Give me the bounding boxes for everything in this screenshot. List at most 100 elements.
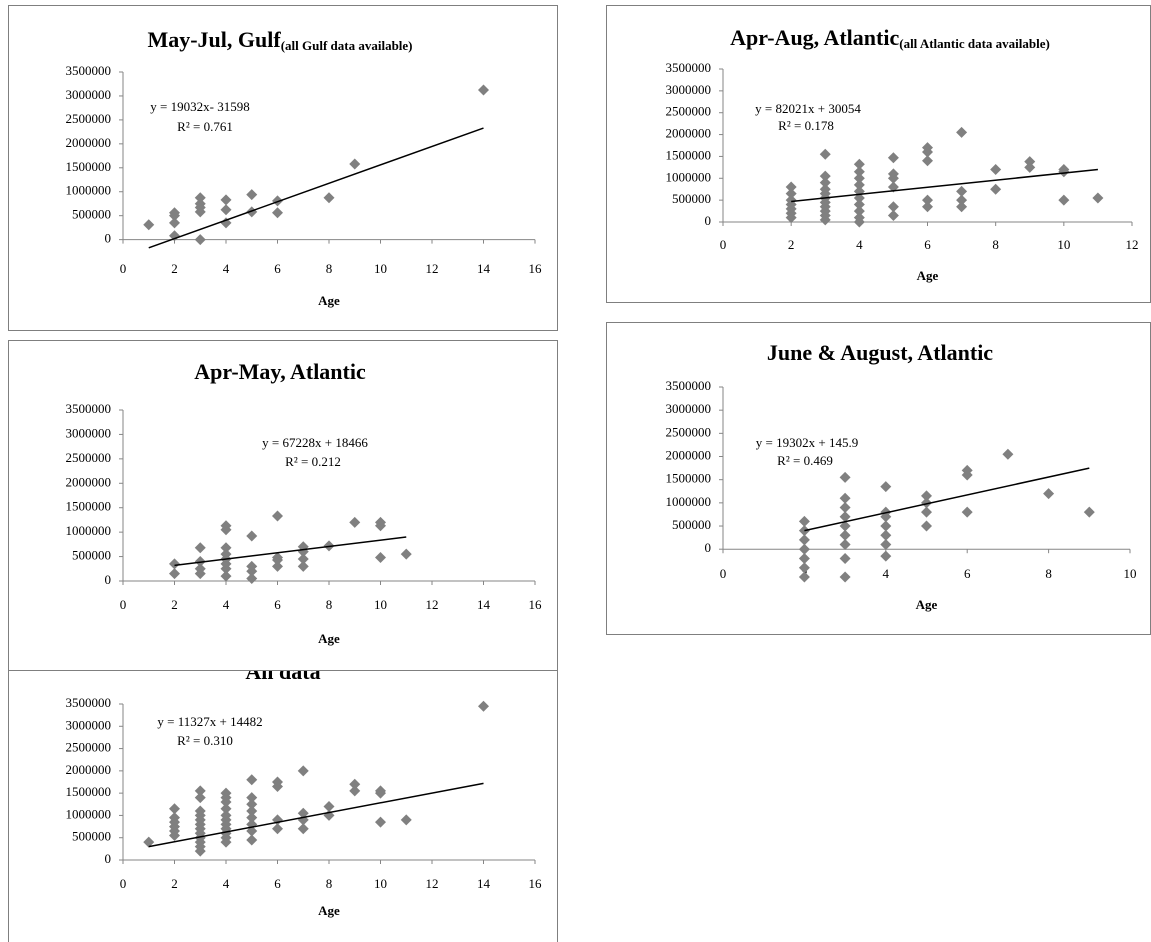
chart-frame [606, 322, 1151, 635]
data-point [798, 562, 810, 574]
x-tick-label: 0 [120, 597, 127, 612]
data-point [272, 560, 283, 572]
y-tick-label: 0 [105, 572, 112, 587]
data-point [839, 511, 851, 523]
x-tick-label: 6 [964, 566, 971, 581]
title-text: Apr-Aug, Atlantic [730, 25, 899, 50]
data-point [853, 166, 865, 178]
data-point [887, 209, 899, 221]
data-point [169, 568, 180, 580]
x-tick-label: 2 [171, 597, 178, 612]
y-tick-label: 0 [705, 213, 712, 228]
chart-title: Apr-Aug, Atlantic(all Atlantic data avai… [730, 25, 1050, 51]
trend-r-squared: R² = 0.310 [177, 733, 233, 748]
x-tick-label: 10 [1057, 237, 1070, 252]
title-text: May-Jul, Gulf [147, 27, 281, 52]
data-point [798, 534, 810, 546]
y-tick-label: 2500000 [666, 424, 712, 439]
x-axis-title: Age [318, 293, 340, 308]
x-tick-label: 12 [1126, 237, 1139, 252]
y-tick-label: 0 [705, 540, 712, 555]
x-tick-label: 0 [720, 237, 727, 252]
x-axis-title: Age [318, 903, 340, 918]
data-point [272, 207, 283, 219]
data-point [853, 205, 865, 217]
data-point [887, 172, 899, 184]
data-point [956, 126, 968, 138]
data-point [246, 792, 258, 804]
x-tick-label: 14 [477, 261, 491, 276]
data-point [961, 506, 973, 518]
y-tick-label: 2000000 [66, 474, 112, 489]
data-point [194, 845, 206, 857]
y-tick-label: 2500000 [66, 111, 112, 126]
x-tick-label: 8 [1045, 566, 1052, 581]
data-point [246, 812, 258, 824]
data-point [1083, 506, 1095, 518]
data-point [839, 471, 851, 483]
y-tick-label: 2000000 [66, 135, 112, 150]
data-point [220, 217, 232, 229]
data-point [272, 510, 283, 522]
y-tick-label: 2000000 [666, 126, 712, 141]
data-point [921, 490, 932, 502]
x-tick-label: 14 [477, 597, 491, 612]
data-point [220, 524, 232, 536]
y-tick-label: 3500000 [66, 63, 112, 78]
x-tick-label: 12 [426, 597, 439, 612]
y-tick-label: 2500000 [66, 740, 112, 755]
data-point [272, 195, 283, 207]
y-tick-label: 500000 [672, 517, 711, 532]
data-point [246, 565, 258, 577]
trend-equation: y = 19032x- 31598 [150, 99, 249, 114]
data-point [169, 829, 180, 841]
data-point [194, 792, 206, 804]
y-tick-label: 2500000 [666, 104, 712, 119]
y-tick-label: 500000 [72, 829, 111, 844]
data-point [194, 192, 206, 204]
x-tick-label: 6 [274, 876, 281, 891]
data-point [1058, 194, 1070, 206]
data-point [921, 506, 932, 518]
chart-title: Apr-May, Atlantic [194, 359, 366, 384]
data-point [1043, 488, 1055, 500]
chart: May-Jul, Gulf(all Gulf data available) 0 5… [8, 5, 558, 331]
data-point [220, 194, 232, 206]
data-point [1024, 161, 1036, 173]
x-tick-label: 12 [426, 876, 439, 891]
trend-equation: y = 19302x + 145.9 [756, 435, 858, 450]
data-point [839, 520, 851, 532]
title-text: June & August, Atlantic [767, 340, 993, 365]
trend-equation: y = 82021x + 30054 [755, 101, 861, 116]
x-tick-label: 6 [274, 261, 281, 276]
x-tick-label: 8 [992, 237, 999, 252]
data-point [297, 807, 309, 819]
x-tick-label: 8 [326, 876, 333, 891]
y-tick-label: 3000000 [666, 401, 712, 416]
data-point [839, 552, 851, 564]
data-point [853, 172, 865, 184]
data-point [887, 152, 899, 164]
data-point [819, 170, 831, 182]
chart-title: June & August, Atlantic [767, 340, 993, 365]
data-point [922, 146, 933, 158]
data-point [956, 185, 968, 197]
y-tick-label: 3500000 [66, 695, 112, 710]
chart: June & August, Atlantic 0 500000 1000000 150… [606, 322, 1151, 635]
data-point [246, 805, 258, 817]
data-point [798, 552, 810, 564]
data-point [194, 206, 206, 218]
data-point [375, 552, 386, 564]
x-tick-label: 0 [120, 261, 127, 276]
data-point [839, 571, 851, 583]
y-tick-label: 1000000 [666, 169, 712, 184]
data-point [785, 212, 797, 224]
x-tick-label: 12 [426, 261, 439, 276]
data-point [887, 201, 899, 213]
y-tick-label: 0 [105, 231, 112, 246]
data-point [819, 177, 831, 189]
x-tick-label: 16 [529, 876, 543, 891]
chart-frame [8, 5, 558, 331]
trendline [174, 536, 407, 567]
data-point [375, 787, 386, 799]
